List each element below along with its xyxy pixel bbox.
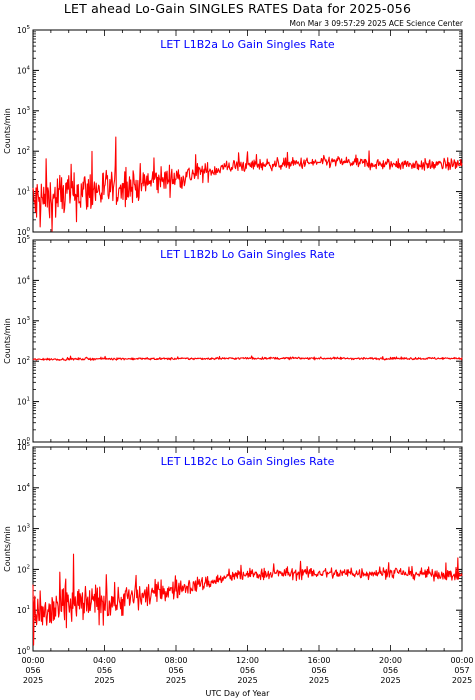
x-tick-label: 00:00 [21,656,44,665]
y-tick-label: 102 [17,146,30,156]
series-line [32,355,463,362]
y-tick-label: 100 [17,227,31,237]
x-tick-label: 04:00 [93,656,116,665]
panel-title: LET L1B2a Lo Gain Singles Rate [160,38,335,51]
y-axis-label: Counts/min [3,526,12,572]
x-tick-label: 057 [454,666,469,675]
y-tick-label: 102 [17,564,30,574]
chart-panel-3: 100 101 102 103 104 105 Counts/min LET L1B2c Lo… [3,442,463,656]
x-tick-label: 056 [25,666,40,675]
chart-panel-2: 100 101 102 103 104 105 Counts/min LET L1B2b Lo… [3,235,463,447]
x-axis-label: UTC Day of Year [205,689,270,698]
x-tick-label: 2025 [380,676,400,685]
chart-panel-1: 100 101 102 103 104 105 Counts/min LET L1B2a Lo… [3,25,463,237]
y-tick-label: 100 [17,437,31,447]
x-tick-label: 2025 [452,676,472,685]
y-tick-label: 103 [17,316,31,326]
x-tick-label: 2025 [309,676,329,685]
x-tick-label: 056 [97,666,112,675]
y-axis-label: Counts/min [3,108,12,154]
x-tick-label: 2025 [23,676,43,685]
x-tick-label: 056 [383,666,398,675]
series-line [32,553,463,646]
page-title: LET ahead Lo-Gain SINGLES RATES Data for… [63,1,412,16]
series-line [32,136,463,232]
panel-title: LET L1B2b Lo Gain Singles Rate [160,248,335,261]
x-tick-label: 056 [240,666,255,675]
x-tick-label: 2025 [94,676,114,685]
y-tick-label: 105 [17,442,31,452]
x-tick-label: 12:00 [236,656,259,665]
x-tick-label: 08:00 [164,656,187,665]
y-tick-label: 102 [17,356,30,366]
x-tick-label: 2025 [166,676,186,685]
y-tick-label: 105 [17,25,31,35]
y-tick-label: 104 [17,275,31,285]
plot-frame [32,446,463,652]
panel-title: LET L1B2c Lo Gain Singles Rate [161,455,335,468]
generated-timestamp: Mon Mar 3 09:57:29 2025 ACE Science Cent… [289,19,464,28]
x-tick-label: 056 [168,666,183,675]
y-tick-label: 101 [17,605,30,615]
x-tick-label: 2025 [237,676,257,685]
y-tick-label: 101 [17,187,30,197]
y-tick-label: 100 [17,646,31,656]
x-tick-label: 20:00 [379,656,402,665]
x-tick-label: 16:00 [307,656,330,665]
y-tick-label: 101 [17,397,30,407]
x-tick-label: 00:00 [450,656,473,665]
y-tick-label: 104 [17,483,31,493]
y-tick-label: 103 [17,524,31,534]
y-tick-label: 104 [17,65,31,75]
y-tick-label: 103 [17,106,31,116]
plot-frame [32,239,463,443]
x-tick-label: 056 [311,666,326,675]
y-tick-label: 105 [17,235,31,245]
plot-frame [32,29,463,233]
y-axis-label: Counts/min [3,318,12,364]
